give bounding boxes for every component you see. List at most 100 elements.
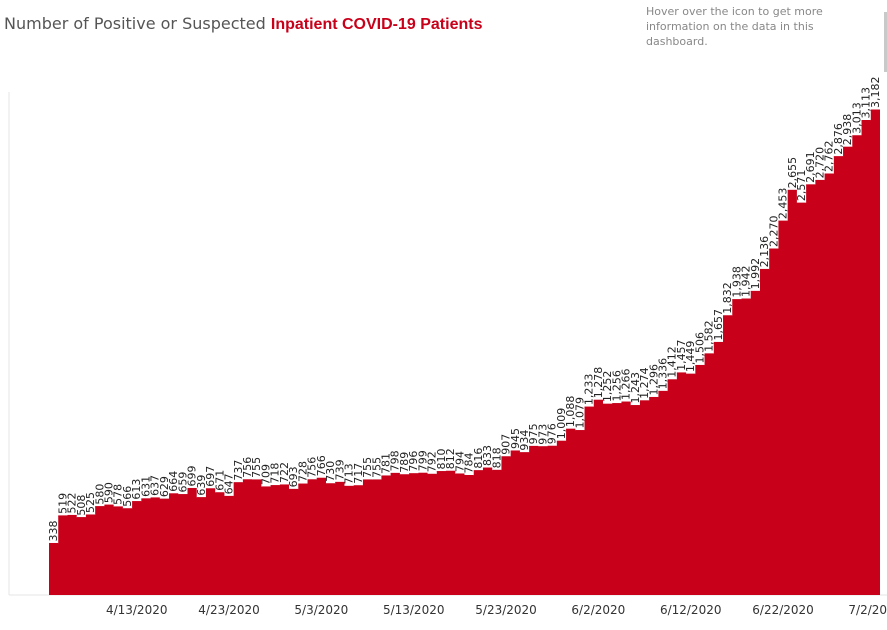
data-label: 338	[47, 520, 60, 541]
data-label: 1,657	[712, 309, 725, 341]
x-tick-label: 4/13/2020	[106, 603, 168, 617]
info-icon-edge[interactable]	[884, 12, 887, 72]
data-label: 3,013	[850, 102, 863, 134]
data-label: 639	[195, 475, 208, 496]
data-label: 816	[472, 448, 485, 469]
data-label: 728	[296, 461, 309, 482]
data-label: 1,256	[610, 370, 623, 402]
data-label: 508	[75, 495, 88, 516]
data-label: 1,457	[675, 339, 688, 371]
data-label: 647	[223, 473, 236, 494]
data-label: 1,243	[629, 372, 642, 404]
data-label: 1,336	[657, 358, 670, 390]
data-label: 1,942	[740, 265, 753, 297]
data-label: 756	[241, 457, 254, 478]
data-label: 1,009	[555, 408, 568, 440]
chart-title-prefix: Number of Positive or Suspected	[4, 14, 271, 33]
data-label: 2,691	[804, 151, 817, 183]
data-label: 2,762	[823, 141, 836, 173]
data-label: 781	[380, 453, 393, 474]
data-label: 659	[176, 472, 189, 493]
data-label: 976	[546, 423, 559, 444]
data-label: 2,270	[767, 215, 780, 247]
area-layer	[49, 109, 880, 596]
data-label: 1,449	[684, 341, 697, 373]
data-label: 973	[536, 424, 549, 445]
data-label: 1,582	[703, 320, 716, 352]
data-label: 1,412	[666, 346, 679, 378]
data-label: 2,136	[758, 236, 771, 268]
data-label: 637	[149, 475, 162, 496]
data-label: 730	[324, 461, 337, 482]
data-label: 1,274	[638, 367, 651, 399]
x-tick-label: 7/2/2020	[848, 603, 887, 617]
data-label: 3,113	[860, 87, 873, 119]
data-label: 1,992	[749, 258, 762, 290]
chart-title-highlight: Inpatient COVID-19 Patients	[270, 16, 483, 33]
data-label: 1,506	[693, 332, 706, 364]
data-label: 1,252	[601, 371, 614, 403]
data-label: 812	[444, 448, 457, 469]
data-label: 2,876	[832, 123, 845, 155]
data-label: 2,720	[813, 147, 826, 179]
data-label: 525	[84, 492, 97, 513]
data-label: 713	[343, 463, 356, 484]
data-label: 833	[481, 445, 494, 466]
data-label: 1,832	[721, 282, 734, 314]
data-label: 1,233	[583, 374, 596, 406]
data-label: 796	[407, 451, 420, 472]
data-label: 3,182	[869, 76, 882, 108]
data-label: 737	[232, 460, 245, 481]
data-label: 566	[121, 486, 134, 507]
data-label: 1,296	[647, 364, 660, 396]
data-label: 2,655	[786, 157, 799, 189]
data-label: 1,266	[620, 369, 633, 401]
data-label: 580	[93, 484, 106, 505]
data-label: 718	[269, 463, 282, 484]
data-label: 629	[158, 476, 171, 497]
x-tick-label: 6/12/2020	[660, 603, 722, 617]
x-axis-ticks: 4/13/2020 4/23/2020 5/3/2020 5/13/2020 5/23/…	[106, 603, 887, 617]
data-label: 697	[204, 466, 217, 487]
data-label: 934	[518, 430, 531, 451]
data-label: 519	[56, 493, 69, 514]
data-label: 722	[278, 462, 291, 483]
data-label: 907	[500, 434, 513, 455]
data-labels: 3385195225085255805905785666136316376296…	[47, 76, 882, 541]
data-label: 2,453	[777, 188, 790, 220]
data-label: 1,278	[592, 367, 605, 399]
data-label: 578	[112, 484, 125, 505]
data-label: 1,088	[564, 396, 577, 428]
data-label: 613	[130, 479, 143, 500]
data-label: 664	[167, 471, 180, 492]
data-label: 2,938	[841, 114, 854, 146]
data-label: 755	[370, 457, 383, 478]
data-label: 975	[527, 423, 540, 444]
data-label: 798	[389, 450, 402, 471]
data-label: 755	[250, 457, 263, 478]
data-label: 671	[213, 470, 226, 491]
data-label: 709	[259, 464, 272, 485]
x-tick-label: 6/2/2020	[571, 603, 625, 617]
series-area	[49, 109, 880, 596]
chart-title: Number of Positive or Suspected Inpatien…	[4, 14, 482, 34]
data-label: 1,938	[730, 266, 743, 298]
data-label: 699	[186, 465, 199, 486]
x-tick-label: 5/3/2020	[294, 603, 348, 617]
data-label: 693	[287, 466, 300, 487]
x-tick-label: 5/13/2020	[383, 603, 445, 617]
data-label: 784	[463, 452, 476, 473]
data-label: 755	[361, 457, 374, 478]
data-label: 522	[66, 492, 79, 513]
data-label: 789	[398, 452, 411, 473]
data-label: 792	[426, 451, 439, 472]
x-tick-label: 5/23/2020	[475, 603, 537, 617]
data-label: 799	[416, 450, 429, 471]
data-label: 794	[453, 451, 466, 472]
data-label: 756	[306, 457, 319, 478]
help-text: Hover over the icon to get more informat…	[646, 5, 823, 48]
x-tick-label: 6/22/2020	[752, 603, 814, 617]
data-label: 818	[490, 447, 503, 468]
data-label: 590	[103, 482, 116, 503]
